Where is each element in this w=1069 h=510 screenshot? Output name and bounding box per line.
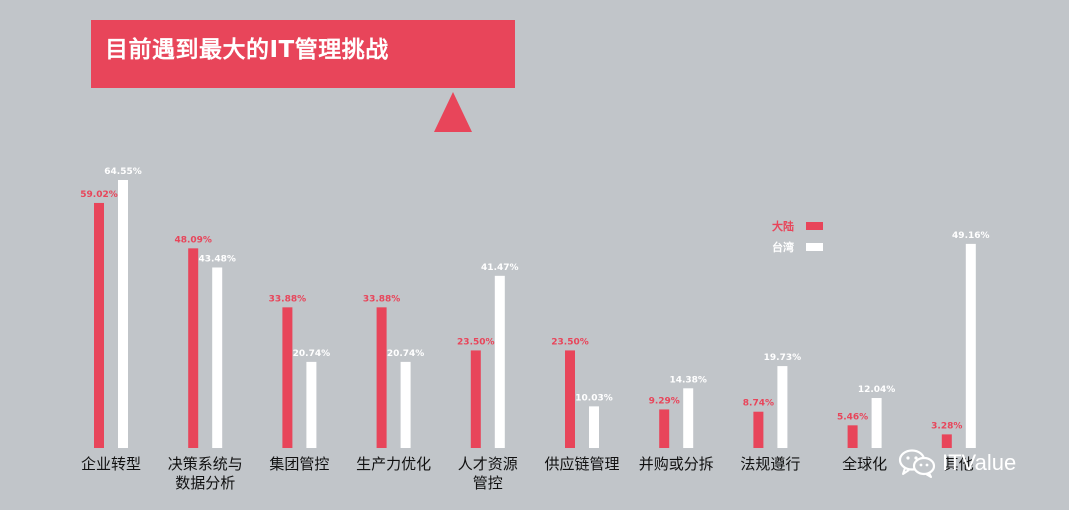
bar-mainland [565,350,575,448]
category-label: 法规遵行 [740,455,800,473]
legend-label-mainland: 大陆 [772,219,794,233]
bar-mainland [376,307,387,448]
bar-mainland [94,202,104,448]
bar-mainland [188,248,199,448]
bar-taiwan [212,267,223,448]
data-label-mainland: 5.46% [837,412,868,422]
data-label-mainland: 8.74% [743,399,774,409]
bar-mainland [659,409,670,448]
watermark: ITValue [898,448,1016,478]
bar-taiwan [400,361,411,448]
data-label-taiwan: 12.04% [858,385,896,395]
data-label-mainland: 9.29% [649,396,680,406]
chart-title: 目前遇到最大的IT管理挑战 [105,37,389,63]
bar-taiwan [494,275,505,448]
watermark-text: ITValue [942,450,1017,475]
bar-mainland [470,350,481,448]
bar-mainland [941,434,952,448]
data-label-mainland: 23.50% [457,337,495,347]
category-label: 供应链管理 [544,455,619,473]
bar-taiwan [306,361,317,448]
category-label: 全球化 [842,455,887,473]
data-label-taiwan: 49.16% [952,231,990,241]
bar-mainland [753,411,764,448]
data-label-taiwan: 43.48% [198,254,236,264]
bar-taiwan [871,398,882,448]
category-label: 数据分析 [175,474,235,492]
data-label-mainland: 23.50% [551,337,589,347]
category-label: 并购或分拆 [639,455,714,473]
category-label: 企业转型 [81,455,141,473]
category-label: 管控 [473,474,503,492]
bar-mainland [282,307,293,448]
legend-swatch-mainland [806,222,823,230]
data-label-mainland: 48.09% [174,235,212,245]
title-banner: 目前遇到最大的IT管理挑战 [91,20,515,88]
category-label: 决策系统与 [168,455,243,473]
data-label-taiwan: 20.74% [293,349,331,359]
legend-label-taiwan: 台湾 [772,240,794,254]
data-label-mainland: 33.88% [363,294,401,304]
category-label: 集团管控 [269,455,329,473]
data-label-mainland: 33.88% [269,294,307,304]
category-label: 其他 [944,455,974,473]
data-label-taiwan: 19.73% [764,353,802,363]
bar-taiwan [589,406,599,448]
data-label-mainland: 3.28% [931,421,962,431]
category-label: 人才资源 [458,455,518,473]
data-label-mainland: 59.02% [80,190,118,200]
wechat-icon [898,449,936,478]
legend-swatch-taiwan [806,243,823,251]
data-label-taiwan: 41.47% [481,263,519,273]
data-label-taiwan: 20.74% [387,349,425,359]
data-label-taiwan: 14.38% [669,375,707,385]
bar-mainland [847,425,858,448]
bar-taiwan [777,366,788,448]
data-label-taiwan: 64.55% [104,167,142,177]
data-label-taiwan: 10.03% [575,393,613,403]
bar-taiwan [118,180,128,448]
bar-taiwan [965,243,976,448]
bar-taiwan [683,388,694,448]
title-pointer-triangle [434,92,472,132]
category-label: 生产力优化 [356,455,431,473]
